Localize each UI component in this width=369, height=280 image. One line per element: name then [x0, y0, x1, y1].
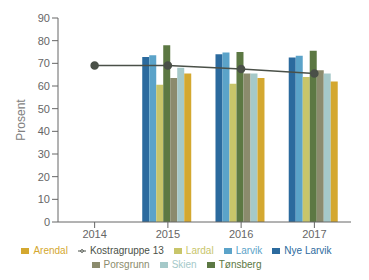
- html-text:Skien: Skien: [171, 259, 197, 270]
- svg-text:40: 40: [38, 125, 50, 137]
- svg-text:0: 0: [44, 216, 50, 228]
- svg-text:20: 20: [38, 171, 50, 183]
- html-text:Tønsberg: Tønsberg: [218, 259, 262, 270]
- svg-text:2016: 2016: [229, 228, 253, 240]
- html-text:Nye Larvik: Nye Larvik: [284, 245, 332, 256]
- html-text:Arendal: Arendal: [33, 245, 68, 256]
- svg-text:2014: 2014: [82, 228, 106, 240]
- html-text:Porsgrunn: Porsgrunn: [103, 259, 150, 270]
- svg-text:30: 30: [38, 148, 50, 160]
- svg-text:80: 80: [38, 35, 50, 47]
- svg-text:2017: 2017: [302, 228, 326, 240]
- html-text:Lardal: Lardal: [185, 245, 214, 256]
- html-text:Kostragruppe 13: Kostragruppe 13: [89, 245, 164, 256]
- svg-text:70: 70: [38, 57, 50, 69]
- svg-text:90: 90: [38, 12, 50, 24]
- svg-text:60: 60: [38, 80, 50, 92]
- svg-text:2015: 2015: [156, 228, 180, 240]
- html-text:Larvik: Larvik: [235, 245, 263, 256]
- svg-text:10: 10: [38, 193, 50, 205]
- svg-text:Prosent: Prosent: [14, 99, 28, 141]
- svg-text:50: 50: [38, 103, 50, 115]
